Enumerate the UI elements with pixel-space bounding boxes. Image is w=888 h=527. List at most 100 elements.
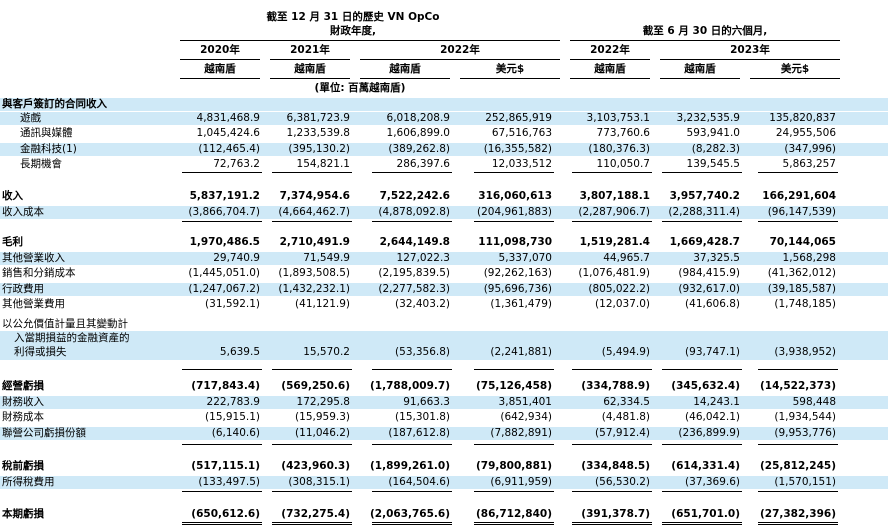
unit-note: (單位: 百萬越南盾)	[314, 82, 406, 94]
row-value: (1,432,232.1)	[278, 282, 350, 295]
row-value: (642,934)	[500, 411, 552, 424]
row-value: (41,362,012)	[767, 267, 836, 280]
row-value: (8,282.3)	[691, 142, 740, 155]
row-value: 29,740.9	[213, 252, 260, 264]
row-value: 593,941.0	[686, 127, 740, 140]
row-value: 166,291,604	[762, 190, 836, 202]
row-value: (96,147,539)	[767, 206, 836, 218]
row-value: (15,915.1)	[205, 411, 260, 424]
row-label-line: 入當期損益的金融資產的	[14, 332, 130, 344]
single-rule	[372, 491, 452, 492]
row-label: 銷售和分銷成本	[2, 267, 76, 280]
row-value: 7,374,954.6	[279, 190, 350, 202]
row-value: (7,882,891)	[490, 426, 552, 439]
single-rule	[758, 491, 838, 492]
row-label: 稅前虧損	[2, 460, 44, 472]
row-value: (16,355,582)	[483, 142, 552, 155]
row-band	[0, 345, 888, 360]
double-rule	[758, 522, 838, 525]
row-label: 金融科技(1)	[20, 142, 77, 155]
rule-fy-group	[180, 40, 560, 41]
table-row: 銷售和分銷成本 (1,445,051.0) (1,893,508.5) (2,195,…	[0, 267, 888, 280]
single-rule	[372, 221, 452, 222]
single-rule	[474, 172, 554, 173]
row-label: 本期虧損	[2, 508, 44, 520]
row-label: 其他營業費用	[2, 297, 65, 310]
single-rule	[572, 491, 652, 492]
row-value: 71,549.9	[303, 252, 350, 264]
row-value: (164,504.6)	[388, 476, 450, 488]
single-rule	[272, 369, 352, 370]
row-value: (347,996)	[784, 142, 836, 155]
revenue-total-row: 收入 5,837,191.2 7,374,954.6 7,522,242.6 316,0…	[0, 190, 888, 203]
row-value: (1,570,151)	[774, 476, 836, 488]
row-value: (41,121.9)	[295, 297, 350, 310]
row-value: 5,639.5	[219, 346, 260, 358]
row-value: (984,415.9)	[678, 267, 740, 280]
row-value: 6,381,723.9	[286, 112, 350, 124]
currency-col-2: 越南盾	[294, 63, 326, 75]
row-value: (345,632.4)	[671, 380, 740, 392]
row-value: 773,760.6	[596, 127, 650, 140]
row-value: 70,144,065	[769, 236, 836, 248]
table-row: 財務收入 222,783.9 172,295.8 91,663.3 3,851,401 6…	[0, 396, 888, 409]
row-value: (236,899.9)	[678, 426, 740, 439]
row-value: (1,934,544)	[774, 411, 836, 424]
row-value: (14,522,373)	[759, 380, 836, 392]
row-value: 1,970,486.5	[189, 236, 260, 248]
row-value: (9,953,776)	[774, 426, 836, 439]
row-value: (423,960.3)	[281, 460, 350, 472]
row-label: 行政費用	[2, 282, 44, 295]
row-value: 1,606,899.0	[386, 127, 450, 140]
row-label: 收入成本	[2, 206, 44, 218]
single-rule	[372, 369, 452, 370]
row-value: 3,957,740.2	[669, 190, 740, 202]
single-rule	[182, 221, 262, 222]
row-value: 67,516,763	[491, 127, 552, 140]
single-rule	[474, 221, 554, 222]
table-row: 行政費用 (1,247,067.2) (1,432,232.1) (2,277,582…	[0, 282, 888, 296]
cost-of-revenue-row: 收入成本 (3,866,704.7) (4,664,462.7) (4,878,092…	[0, 206, 888, 219]
single-rule	[272, 491, 352, 492]
row-label: 其他營業收入	[2, 252, 65, 264]
double-rule	[182, 522, 262, 525]
row-value: 110,050.7	[596, 157, 650, 170]
row-value: (1,076,481.9)	[578, 267, 650, 280]
row-label: 收入	[2, 190, 23, 202]
single-rule	[758, 444, 838, 445]
row-value: (1,247,067.2)	[188, 282, 260, 295]
table-row: 金融科技(1) (112,465.4) (395,130.2) (389,262.8)…	[0, 142, 888, 156]
row-value: (4,481.8)	[601, 411, 650, 424]
row-value: (1,788,009.7)	[369, 380, 450, 392]
rule-cur-7	[750, 78, 840, 79]
row-value: 12,033,512	[491, 157, 552, 170]
row-value: (651,701.0)	[671, 508, 740, 520]
row-value: (39,185,587)	[767, 282, 836, 295]
net-loss-row: 本期虧損 (650,612.6) (732,275.4) (2,063,765.6) (…	[0, 508, 888, 521]
row-value: (2,195,839.5)	[378, 267, 450, 280]
single-rule	[474, 369, 554, 370]
single-rule	[182, 491, 262, 492]
row-value: 72,763.2	[213, 157, 260, 170]
row-value: (2,277,582.3)	[378, 282, 450, 295]
row-value: (53,356.8)	[395, 346, 450, 358]
operating-loss-row: 經營虧損 (717,843.4) (569,250.6) (1,788,009.7) (…	[0, 380, 888, 393]
row-label: 與客戶簽訂的合同收入	[2, 98, 107, 110]
table-row: 其他營業費用 (31,592.1) (41,121.9) (32,403.2) (1,3…	[0, 298, 888, 311]
row-value: (1,899,261.0)	[369, 460, 450, 472]
row-value: (334,788.9)	[581, 380, 650, 392]
row-value: (614,331.4)	[671, 460, 740, 472]
single-rule	[474, 444, 554, 445]
row-value: 1,233,539.8	[286, 127, 350, 140]
single-rule	[662, 444, 742, 445]
row-value: (12,037.0)	[595, 297, 650, 310]
currency-col-7: 美元$	[780, 63, 810, 75]
row-value: 172,295.8	[296, 396, 350, 408]
single-rule	[758, 369, 838, 370]
row-value: (75,126,458)	[475, 380, 552, 392]
row-value: (93,747.1)	[685, 346, 740, 358]
row-value: 2,710,491.9	[279, 236, 350, 248]
row-value: 6,018,208.9	[386, 112, 450, 124]
year-2021: 2021年	[290, 44, 330, 56]
row-value: 111,098,730	[478, 236, 552, 248]
